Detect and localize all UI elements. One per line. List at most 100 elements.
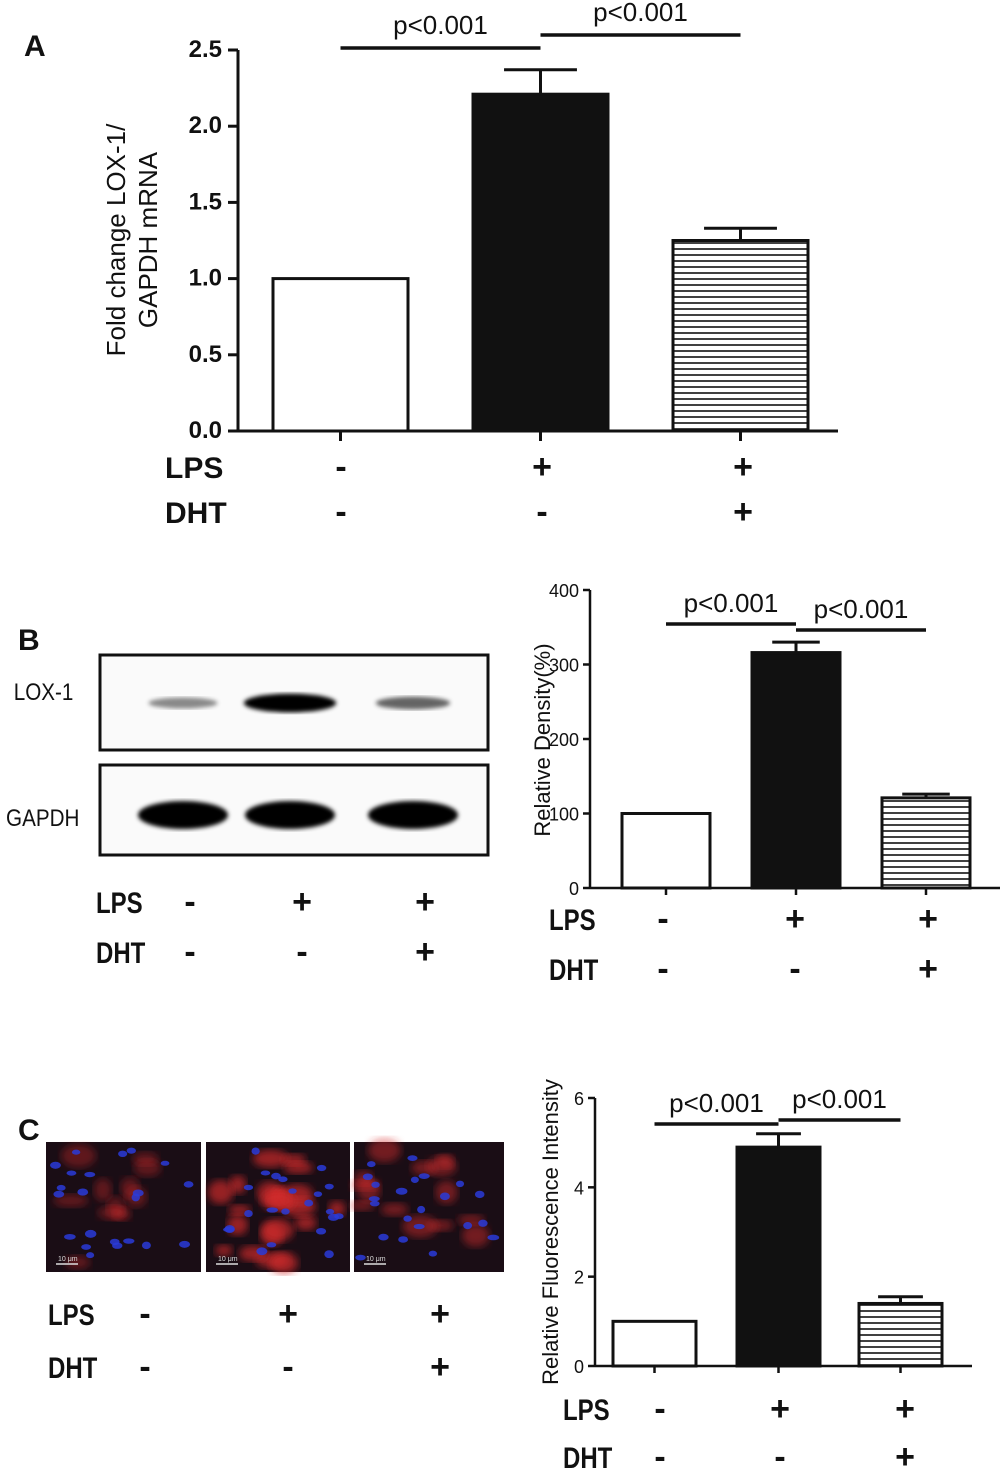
condition-plus: + bbox=[918, 900, 938, 938]
cell-nucleus bbox=[439, 1192, 450, 1201]
condition-minus: - bbox=[139, 1295, 150, 1333]
blot-band bbox=[243, 693, 337, 713]
cell-nucleus bbox=[77, 1188, 89, 1196]
cell-nucleus bbox=[325, 1208, 335, 1215]
y-tick-label: 0.5 bbox=[189, 341, 222, 368]
cell-nucleus bbox=[86, 1252, 95, 1259]
condition-plus: + bbox=[918, 950, 938, 988]
cell-cytoplasm bbox=[269, 1252, 299, 1274]
condition-plus: + bbox=[895, 1438, 915, 1476]
cell-nucleus bbox=[84, 1229, 97, 1238]
cell-cytoplasm bbox=[461, 1224, 490, 1248]
cell-nucleus bbox=[71, 1149, 81, 1155]
panel-letter-c: C bbox=[18, 1114, 40, 1147]
cell-nucleus bbox=[369, 1200, 380, 1207]
condition-plus: + bbox=[430, 1295, 450, 1333]
cell-nucleus bbox=[118, 1150, 128, 1158]
condition-label-lps: LPS bbox=[48, 1297, 95, 1331]
y-tick-label: 0 bbox=[574, 1357, 584, 1377]
cell-nucleus bbox=[334, 1213, 344, 1220]
condition-minus: - bbox=[296, 933, 307, 971]
western-blot: LOX-1 GAPDH bbox=[6, 653, 490, 857]
condition-label-lps: LPS bbox=[563, 1392, 610, 1426]
cell-nucleus bbox=[266, 1207, 279, 1213]
cell-nucleus bbox=[56, 1184, 66, 1191]
blot-band bbox=[375, 696, 451, 710]
bar-2 bbox=[750, 651, 842, 890]
cell-nucleus bbox=[478, 1219, 488, 1227]
cell-cytoplasm bbox=[349, 1200, 375, 1211]
y-tick-label: 2.0 bbox=[189, 112, 222, 139]
cell-nucleus bbox=[183, 1181, 194, 1188]
y-tick-label: 0.0 bbox=[189, 417, 222, 444]
cell-nucleus bbox=[371, 1181, 380, 1188]
cell-nucleus bbox=[53, 1190, 65, 1198]
y-tick-label: 1.0 bbox=[189, 265, 222, 292]
micrograph-panel-3: 10 μm bbox=[349, 1138, 504, 1272]
y-tick-label: 1.5 bbox=[189, 188, 222, 215]
condition-plus: + bbox=[430, 1348, 450, 1386]
condition-plus: + bbox=[733, 448, 753, 486]
conditions-micrograph: LPS - + + DHT - - + bbox=[48, 1295, 450, 1386]
cell-nucleus bbox=[463, 1222, 473, 1230]
cell-nucleus bbox=[260, 1170, 271, 1176]
blot-label-lox1: LOX-1 bbox=[14, 679, 74, 706]
cell-nucleus bbox=[66, 1170, 77, 1176]
condition-minus: - bbox=[657, 950, 668, 988]
condition-label-dht: DHT bbox=[563, 1440, 613, 1474]
cell-nucleus bbox=[266, 1242, 277, 1248]
panel-letter-a: A bbox=[24, 30, 46, 63]
condition-minus: - bbox=[282, 1348, 293, 1386]
condition-minus: - bbox=[536, 493, 547, 531]
cell-cytoplasm bbox=[133, 1159, 162, 1177]
cell-nucleus bbox=[84, 1171, 96, 1178]
cell-cytoplasm bbox=[207, 1180, 234, 1205]
cell-nucleus bbox=[244, 1210, 253, 1218]
cell-cytoplasm bbox=[426, 1156, 457, 1177]
condition-minus: - bbox=[335, 493, 346, 531]
cell-cytoplasm bbox=[457, 1214, 485, 1226]
cell-cytoplasm bbox=[261, 1190, 296, 1211]
condition-plus: + bbox=[770, 1390, 790, 1428]
condition-plus: + bbox=[733, 493, 753, 531]
chart-c: 0 2 4 6 Relative Fluorescence Intensity p<0.0… bbox=[538, 1079, 972, 1385]
cell-nucleus bbox=[413, 1223, 425, 1230]
cell-nucleus bbox=[281, 1208, 290, 1215]
cell-cytoplasm bbox=[252, 1149, 289, 1168]
cell-nucleus bbox=[131, 1193, 140, 1202]
cell-cytoplasm bbox=[215, 1244, 233, 1256]
scale-bar-label: 10 μm bbox=[58, 1256, 78, 1263]
cell-nucleus bbox=[251, 1147, 260, 1155]
cell-cytoplasm bbox=[283, 1161, 314, 1174]
bar-3 bbox=[671, 239, 810, 433]
cell-nucleus bbox=[160, 1160, 170, 1166]
y-tick-label: 4 bbox=[574, 1178, 584, 1198]
cell-cytoplasm bbox=[367, 1138, 401, 1163]
cell-nucleus bbox=[362, 1173, 373, 1181]
p-value-label: p<0.001 bbox=[792, 1084, 887, 1114]
cell-nucleus bbox=[410, 1176, 419, 1183]
y-tick-label: 300 bbox=[549, 656, 579, 676]
cell-cytoplasm bbox=[435, 1180, 458, 1204]
bar-1 bbox=[611, 1319, 698, 1368]
conditions-blot: LPS - + + DHT - - + bbox=[96, 883, 435, 971]
bar-2 bbox=[471, 92, 610, 433]
chart-b: 0 100 200 300 400 Relative Density(%) p<0.001 p… bbox=[530, 581, 1000, 899]
condition-label-dht: DHT bbox=[165, 497, 227, 530]
y-tick-label: 100 bbox=[549, 805, 579, 825]
condition-label-dht: DHT bbox=[96, 935, 146, 969]
y-axis-label: Fold change LOX-1/GAPDH mRNA bbox=[101, 123, 163, 356]
bar-1 bbox=[620, 812, 712, 890]
condition-plus: + bbox=[415, 883, 435, 921]
condition-plus: + bbox=[415, 933, 435, 971]
cell-nucleus bbox=[368, 1196, 380, 1202]
cell-nucleus bbox=[179, 1240, 191, 1248]
cell-nucleus bbox=[313, 1191, 323, 1197]
condition-minus: - bbox=[654, 1438, 665, 1476]
blot-band bbox=[245, 801, 335, 829]
y-tick-label: 400 bbox=[549, 581, 579, 601]
scale-bar-label: 10 μm bbox=[366, 1256, 386, 1263]
cell-nucleus bbox=[407, 1155, 418, 1161]
condition-plus: + bbox=[278, 1295, 298, 1333]
blot-band bbox=[138, 801, 228, 829]
